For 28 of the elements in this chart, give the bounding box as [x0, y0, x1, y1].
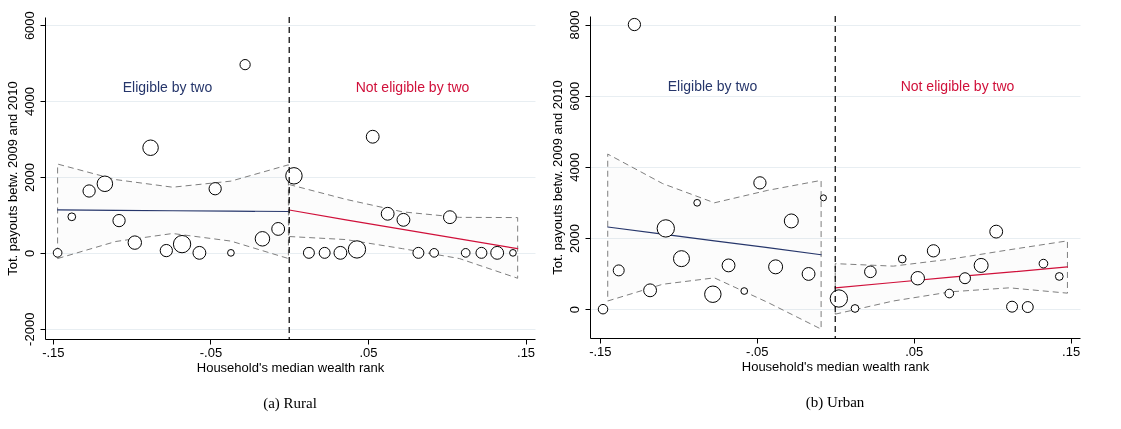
y-tick-label: 0 [21, 249, 37, 257]
text: (b) Urban [805, 394, 865, 411]
x-tick-label: -.05 [199, 344, 223, 360]
y-tick-label: 6000 [21, 11, 37, 41]
y-tick-label: -2000 [21, 312, 37, 346]
y-tick-label: 4000 [21, 87, 37, 117]
x-tick-label: .15 [517, 344, 536, 360]
y-tick-label: 2000 [566, 224, 582, 253]
annotation: Eligible by two [122, 78, 213, 95]
x-axis-title: Household's median wealth rank [741, 358, 930, 374]
y-tick-label: 0 [566, 306, 582, 314]
x-tick-label: -.15 [42, 344, 65, 360]
text: (a) Rural [263, 395, 317, 412]
y-tick-label: 2000 [21, 163, 37, 192]
annotation: Eligible by two [667, 77, 758, 94]
annotation: Not eligible by two [355, 78, 470, 95]
y-axis-title: Tot. payouts betw. 2009 and 2010 [4, 81, 20, 276]
y-tick-label: 4000 [566, 152, 582, 182]
x-tick-label: .05 [905, 343, 924, 359]
x-tick-label: .05 [359, 344, 378, 360]
annotation: Not eligible by two [900, 77, 1015, 94]
y-axis-title: Tot. payouts betw. 2009 and 2010 [549, 80, 565, 275]
x-tick-label: -.05 [746, 343, 769, 359]
y-tick-label: 8000 [566, 10, 582, 40]
x-tick-label: .15 [1062, 343, 1081, 359]
x-tick-label: -.15 [589, 343, 612, 359]
y-tick-label: 6000 [566, 81, 582, 111]
x-axis-title: Household's median wealth rank [196, 359, 385, 375]
